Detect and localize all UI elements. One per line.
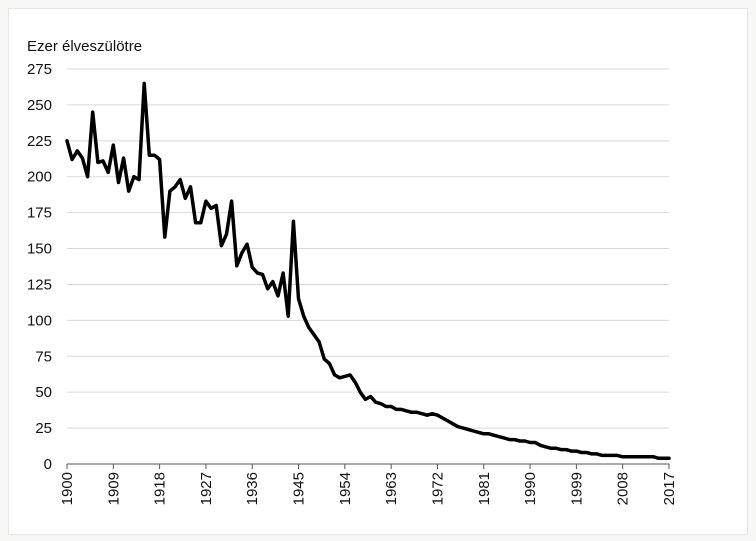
x-tick-marks — [66, 464, 670, 469]
x-tick-label-1918: 1918 — [152, 472, 169, 505]
x-tick-label-1927: 1927 — [198, 472, 215, 505]
chart-svg: Ezer élveszülötre 0 25 50 75 100 125 150 175 200… — [27, 38, 678, 505]
y-tick-label-50: 50 — [35, 384, 52, 401]
y-axis-unit-label: Ezer élveszülötre — [27, 38, 142, 55]
y-tick-label-0: 0 — [44, 456, 52, 473]
y-tick-label-125: 125 — [27, 276, 52, 293]
x-tick-label-1972: 1972 — [429, 472, 446, 505]
x-tick-label-1981: 1981 — [476, 472, 493, 505]
x-tick-label-1909: 1909 — [105, 472, 122, 505]
x-tick-label-1963: 1963 — [383, 472, 400, 505]
y-tick-label-150: 150 — [27, 241, 52, 258]
y-tick-label-250: 250 — [27, 97, 52, 114]
gridlines — [67, 68, 669, 429]
x-tick-label-1900: 1900 — [59, 472, 76, 505]
y-tick-label-275: 275 — [27, 61, 52, 78]
x-tick-label-1936: 1936 — [244, 472, 261, 505]
x-tick-label-1999: 1999 — [568, 472, 585, 505]
y-tick-labels: 0 25 50 75 100 125 150 175 200 225 250 275 — [27, 61, 52, 473]
y-tick-label-225: 225 — [27, 133, 52, 150]
y-tick-label-175: 175 — [27, 205, 52, 222]
x-tick-label-2008: 2008 — [615, 472, 632, 505]
series-line-0 — [65, 81, 671, 461]
series-layer — [65, 81, 671, 461]
x-tick-label-1990: 1990 — [522, 472, 539, 505]
y-tick-label-100: 100 — [27, 312, 52, 329]
x-tick-labels: 1900 1909 1918 1927 1936 1945 1954 1963 1972 1981… — [59, 472, 678, 505]
x-tick-label-1954: 1954 — [337, 472, 354, 505]
y-tick-label-25: 25 — [35, 420, 52, 437]
chart-frame: Ezer élveszülötre 0 25 50 75 100 125 150 175 200… — [8, 8, 748, 535]
y-tick-label-75: 75 — [35, 348, 52, 365]
y-tick-label-200: 200 — [27, 169, 52, 186]
x-tick-label-2017: 2017 — [661, 472, 678, 505]
x-tick-label-1945: 1945 — [291, 472, 308, 505]
